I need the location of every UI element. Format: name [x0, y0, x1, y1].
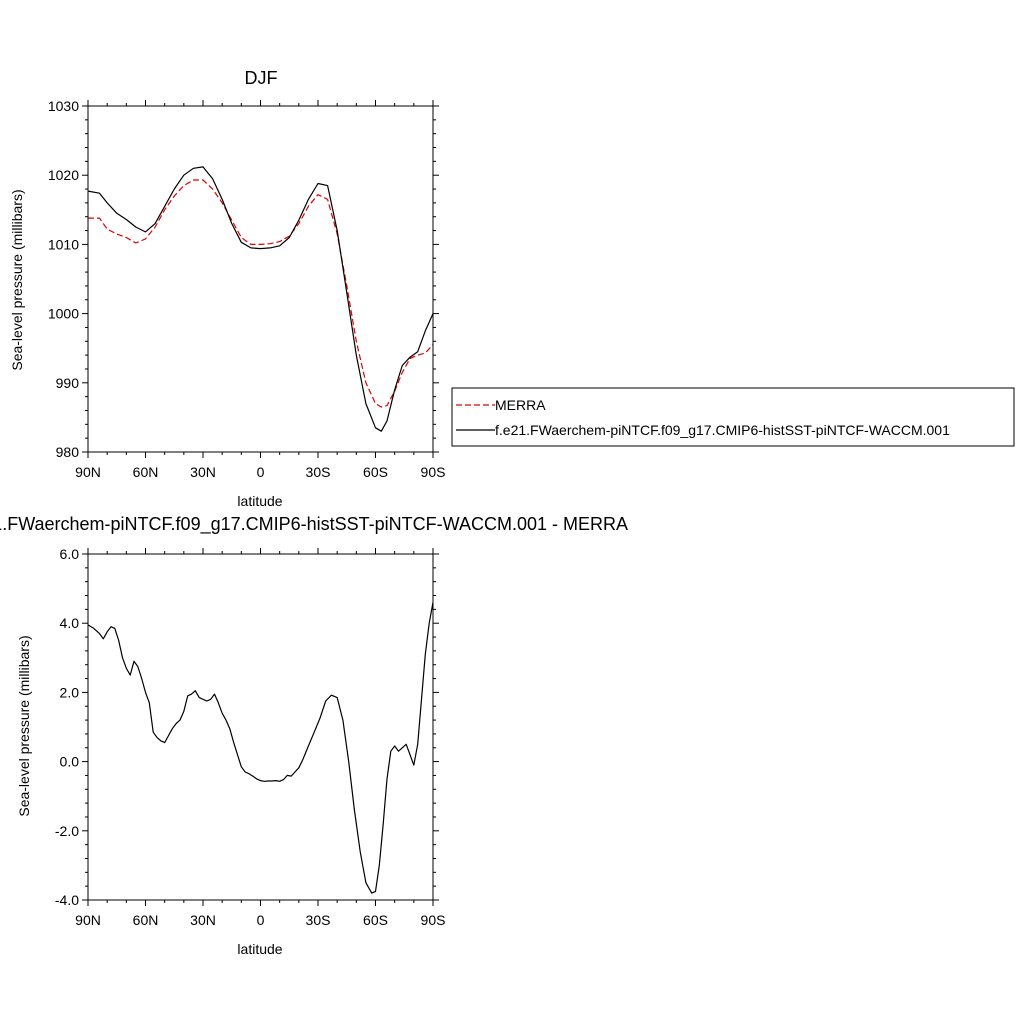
x-tick-label: 90S: [421, 464, 446, 480]
y-tick-label: 1020: [48, 167, 79, 183]
y-tick-label: 4.0: [60, 615, 80, 631]
bottom-panel-ticks: -4.0 -2.0 0.0 2.0 4.0 6.0 90N 60N 30N 0 30S 60S 90S: [55, 546, 446, 928]
x-tick-label: 30N: [190, 912, 216, 928]
x-tick-label: 60S: [363, 464, 388, 480]
x-tick-label: 60N: [133, 912, 159, 928]
y-tick-label: 1030: [48, 98, 79, 114]
x-tick-label: 30S: [306, 464, 331, 480]
bottom-panel-x-axis-label: latitude: [237, 941, 282, 957]
bottom-panel: f.e21.FWaerchem-piNTCF.f09_g17.CMIP6-his…: [0, 514, 628, 957]
bottom-panel-title: f.e21.FWaerchem-piNTCF.f09_g17.CMIP6-his…: [0, 514, 628, 535]
top-panel-x-axis-label: latitude: [237, 493, 282, 509]
series-line-1: [87, 602, 434, 894]
y-tick-label: 1000: [48, 306, 79, 322]
x-tick-label: 90N: [75, 464, 101, 480]
top-panel-plot-frame: [87, 105, 434, 453]
legend: MERRA f.e21.FWaerchem-piNTCF.f09_g17.CMI…: [451, 387, 1015, 447]
x-tick-label: 30N: [190, 464, 216, 480]
top-panel-y-axis-label: Sea-level pressure (millibars): [9, 189, 25, 370]
top-panel: DJF Sea-level pressure (millibars) latit…: [9, 68, 445, 509]
y-tick-label: -2.0: [55, 823, 79, 839]
y-tick-label: 1010: [48, 236, 79, 252]
y-tick-label: 0.0: [60, 754, 80, 770]
y-tick-label: 990: [56, 375, 80, 391]
y-tick-label: 980: [56, 444, 80, 460]
legend-box: [451, 387, 1015, 447]
bottom-panel-series: [87, 602, 434, 894]
top-panel-series: [87, 166, 434, 432]
x-tick-label: 90N: [75, 912, 101, 928]
legend-label-model: f.e21.FWaerchem-piNTCF.f09_g17.CMIP6-his…: [495, 422, 950, 438]
y-tick-label: 6.0: [60, 546, 80, 562]
x-tick-label: 60N: [133, 464, 159, 480]
x-tick-label: 60S: [363, 912, 388, 928]
y-tick-label: -4.0: [55, 892, 79, 908]
series-line-1: [88, 179, 434, 408]
bottom-panel-plot-frame: [87, 553, 434, 901]
x-tick-label: 30S: [306, 912, 331, 928]
x-tick-label: 90S: [421, 912, 446, 928]
legend-label-merra: MERRA: [495, 397, 546, 413]
y-tick-label: 2.0: [60, 684, 80, 700]
bottom-panel-y-axis-label: Sea-level pressure (millibars): [16, 635, 32, 816]
x-tick-label: 0: [257, 912, 265, 928]
series-line-2: [87, 166, 434, 432]
x-tick-label: 0: [257, 464, 265, 480]
top-panel-title: DJF: [245, 68, 278, 88]
